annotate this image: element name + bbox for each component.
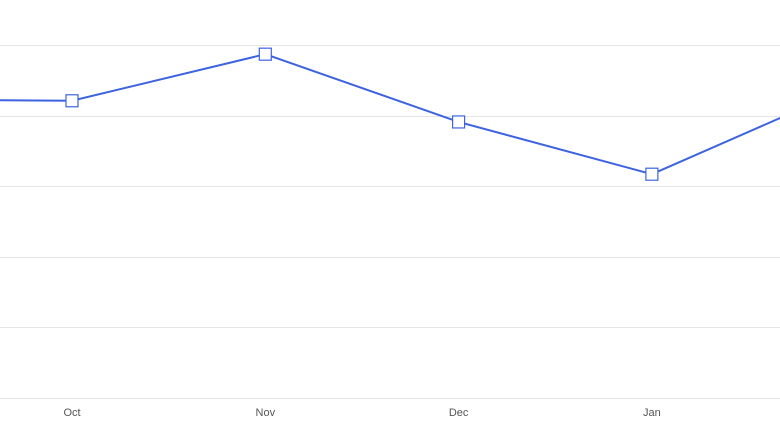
line [0,53,780,176]
x-tick-label: Nov [256,407,276,419]
x-tick-label: Dec [449,407,469,419]
point-marker [258,47,272,61]
x-tick-label: Jan [643,407,661,419]
point-marker [645,167,659,181]
point-marker [65,94,79,108]
point-marker [452,115,466,129]
x-tick-label: Oct [63,407,80,419]
